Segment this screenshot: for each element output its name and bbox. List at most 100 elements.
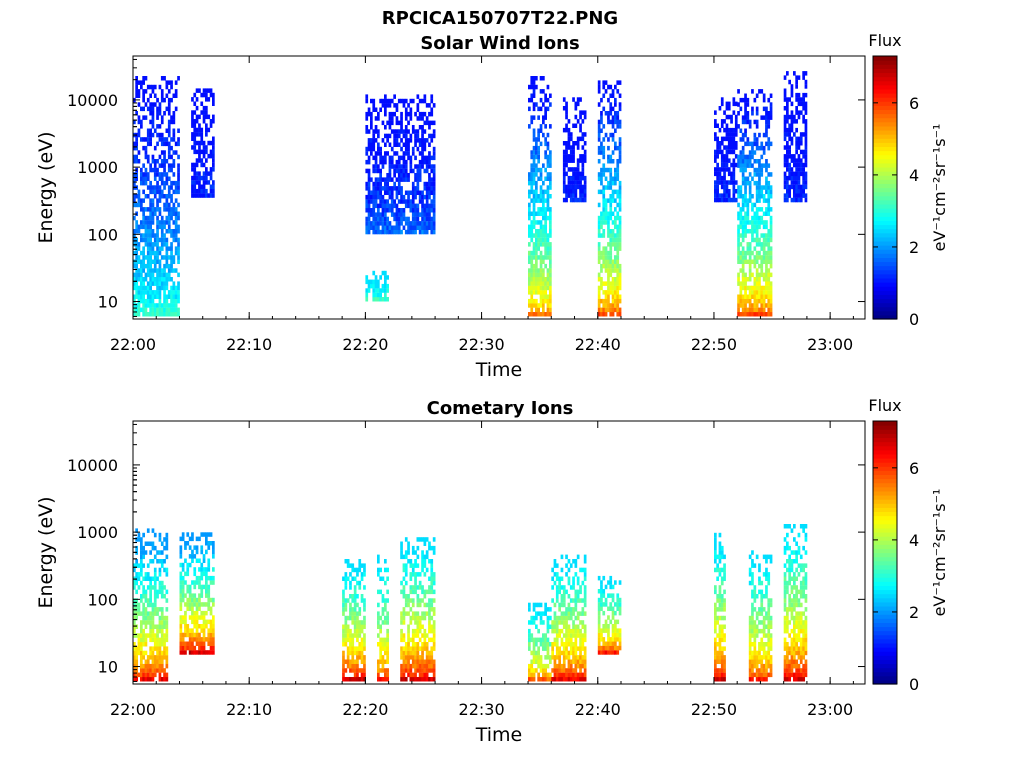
data-cell — [751, 207, 754, 212]
data-cell — [416, 602, 420, 608]
data-cell — [390, 155, 394, 161]
data-cell — [604, 176, 608, 181]
data-cell — [191, 97, 194, 102]
data-cell — [142, 207, 145, 212]
data-cell — [432, 103, 436, 108]
data-cell — [370, 116, 373, 121]
data-cell — [549, 102, 552, 107]
data-cell — [356, 567, 359, 573]
data-cell — [795, 79, 798, 85]
data-cell — [184, 580, 187, 585]
data-cell — [390, 146, 394, 152]
data-cell — [177, 242, 180, 247]
data-cell — [562, 197, 566, 203]
data-cell — [184, 602, 187, 607]
data-cell — [151, 672, 155, 678]
data-cell — [797, 197, 801, 203]
data-cell — [170, 80, 173, 85]
data-cell — [746, 97, 750, 103]
data-cell — [793, 119, 796, 124]
data-cell — [404, 563, 408, 568]
data-cell — [535, 281, 538, 286]
data-cell — [198, 145, 201, 150]
data-cell — [535, 655, 538, 660]
data-cell — [423, 146, 427, 152]
data-cell — [539, 176, 543, 181]
data-cell — [421, 650, 424, 656]
data-cell — [753, 167, 757, 173]
data-cell — [737, 159, 740, 164]
data-cell — [765, 259, 768, 264]
data-cell — [418, 116, 422, 121]
data-cell — [212, 167, 215, 172]
data-cell — [546, 272, 550, 278]
data-cell — [212, 615, 215, 620]
data-cell — [193, 602, 197, 607]
data-cell — [142, 198, 145, 203]
data-cell — [544, 312, 547, 317]
data-cell — [539, 294, 543, 299]
data-cell — [144, 663, 148, 669]
data-cell — [407, 221, 410, 226]
data-cell — [390, 229, 394, 235]
data-cell — [549, 220, 552, 225]
data-cell — [142, 172, 145, 177]
data-cell — [377, 602, 380, 608]
data-cell — [528, 663, 531, 669]
data-cell — [425, 225, 429, 230]
data-cell — [346, 628, 350, 634]
data-cell — [579, 154, 582, 159]
data-cell — [618, 102, 622, 107]
data-cell — [737, 111, 740, 116]
data-cell — [416, 129, 420, 134]
data-cell — [146, 242, 150, 247]
data-cell — [156, 655, 159, 660]
data-cell — [372, 164, 376, 169]
data-cell — [146, 237, 150, 243]
data-cell — [407, 173, 410, 178]
data-cell — [177, 137, 180, 142]
data-cell — [539, 211, 543, 216]
data-cell — [730, 180, 733, 185]
data-cell — [430, 628, 434, 634]
data-cell — [193, 632, 197, 638]
data-cell — [560, 602, 564, 608]
data-cell — [546, 677, 550, 682]
data-cell — [741, 176, 745, 181]
data-cell — [604, 624, 608, 629]
data-cell — [205, 193, 208, 198]
data-cell — [395, 129, 399, 134]
data-cell — [597, 84, 601, 90]
data-cell — [372, 190, 376, 195]
data-cell — [198, 88, 201, 93]
data-cell — [388, 159, 392, 165]
data-cell — [140, 176, 143, 181]
data-cell — [546, 307, 550, 313]
data-cell — [212, 624, 215, 629]
data-cell — [188, 650, 192, 655]
data-cell — [153, 237, 157, 243]
data-cell — [769, 106, 773, 112]
data-cell — [158, 532, 162, 538]
data-cell — [209, 171, 213, 176]
data-cell — [614, 307, 617, 313]
data-cell — [191, 606, 194, 611]
data-cell — [163, 620, 166, 625]
data-cell — [432, 155, 436, 161]
data-cell — [535, 263, 538, 269]
data-cell — [349, 642, 352, 647]
data-cell — [767, 185, 771, 190]
data-cell — [144, 650, 148, 656]
data-cell — [760, 272, 764, 278]
data-cell — [135, 677, 138, 682]
data-cell — [133, 633, 136, 638]
data-cell — [414, 663, 417, 669]
data-cell — [716, 184, 719, 190]
data-cell — [384, 208, 387, 213]
data-cell — [788, 193, 791, 198]
data-cell — [560, 554, 564, 560]
data-cell — [769, 220, 773, 225]
data-cell — [579, 123, 582, 128]
data-cell — [156, 250, 159, 256]
data-cell — [404, 168, 408, 174]
